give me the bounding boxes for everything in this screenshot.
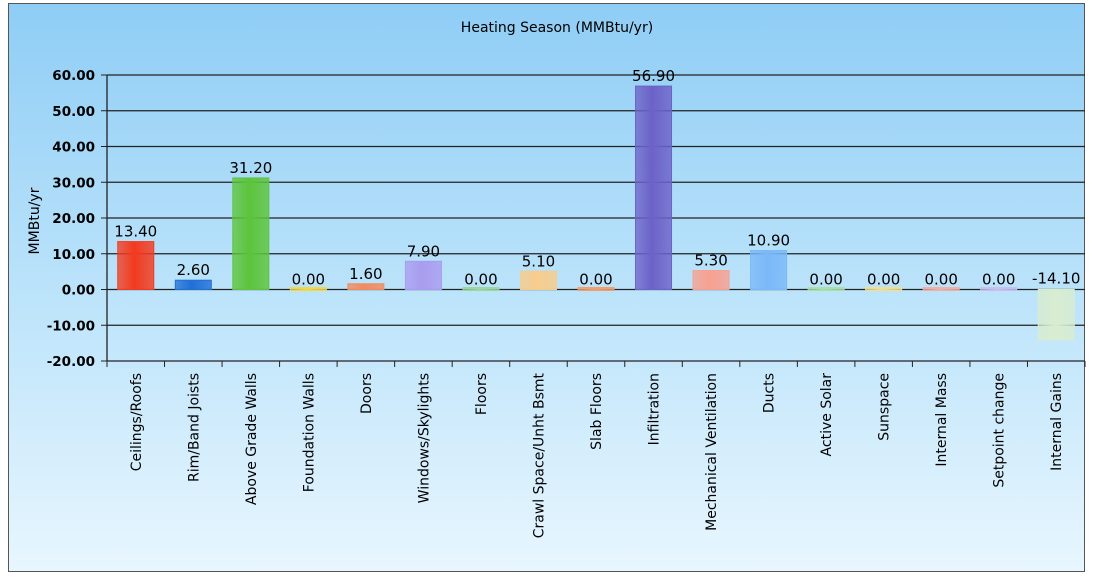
- y-tick-label: 50.00: [52, 104, 95, 120]
- x-tick-label: Ducts: [762, 373, 778, 413]
- bar-5: [404, 260, 442, 291]
- x-tick-label: Internal Mass: [934, 373, 950, 467]
- bar-8: [577, 287, 615, 291]
- data-labels: 13.40 2.60 31.20 0.00 1.60 7.90 0.00 5.10 0.00 56…: [114, 67, 1080, 288]
- axes: 60.00 50.00 40.00 30.00 20.00 10.00 0.00 -10.00…: [47, 68, 1086, 539]
- data-label: 0.00: [867, 271, 900, 289]
- bar-2: [232, 177, 270, 291]
- data-label: 0.00: [464, 271, 497, 289]
- data-label: 10.90: [747, 232, 790, 250]
- bar-14: [922, 287, 960, 291]
- bars: [117, 85, 1075, 341]
- y-tick-label: -10.00: [47, 318, 95, 334]
- x-tick-label: Infiltration: [647, 373, 663, 445]
- y-tick-label: 20.00: [52, 211, 95, 227]
- x-tick-label: Crawl Space/Unht Bsmt: [531, 373, 547, 539]
- x-tick-label: Slab Floors: [589, 373, 605, 450]
- x-tick-label: Active Solar: [819, 373, 835, 457]
- data-label: 0.00: [292, 271, 325, 289]
- y-tick-label: 40.00: [52, 140, 95, 156]
- x-tick-label: Foundation Walls: [301, 373, 317, 492]
- bar-10: [692, 270, 730, 290]
- x-tick-label: Ceilings/Roofs: [129, 373, 145, 471]
- bar-15: [980, 287, 1018, 291]
- data-label: 0.00: [924, 271, 957, 289]
- chart-frame: Heating Season (MMBtu/yr) MMBtu/yr 13.40…: [8, 3, 1086, 572]
- bar-12: [807, 287, 845, 291]
- data-label: 5.30: [694, 252, 727, 270]
- bar-chart: Heating Season (MMBtu/yr) MMBtu/yr 13.40…: [27, 20, 1086, 539]
- x-tick-label: Internal Gains: [1049, 373, 1065, 471]
- bar-11: [750, 250, 788, 290]
- y-tick-label: 60.00: [52, 68, 95, 84]
- y-tick-label: 10.00: [52, 247, 95, 263]
- y-tick-label: 0.00: [62, 283, 95, 299]
- x-tick-label: Rim/Band Joists: [186, 373, 202, 482]
- data-label: 1.60: [349, 265, 382, 283]
- y-tick-label: -20.00: [47, 354, 95, 370]
- chart-title: Heating Season (MMBtu/yr): [461, 20, 653, 36]
- y-axis-label: MMBtu/yr: [27, 187, 43, 254]
- x-tick-label: Mechanical Ventilation: [704, 373, 720, 531]
- y-tick-label: 30.00: [52, 175, 95, 191]
- data-label: 2.60: [177, 261, 210, 279]
- x-tick-label: Above Grade Walls: [244, 373, 260, 505]
- x-tick-label: Sunspace: [877, 373, 893, 441]
- bar-3: [289, 287, 327, 291]
- bar-9: [635, 85, 673, 290]
- x-tick-label: Doors: [359, 373, 375, 414]
- bar-16: [1037, 289, 1075, 341]
- bar-7: [519, 270, 557, 290]
- x-tick-label: Floors: [474, 373, 490, 415]
- data-label: 31.20: [229, 159, 272, 177]
- data-label: 56.90: [632, 67, 675, 85]
- gridlines: [107, 74, 1085, 362]
- x-tick-label: Windows/Skylights: [416, 373, 432, 503]
- bar-4: [347, 283, 385, 290]
- data-label: -14.10: [1032, 270, 1080, 288]
- bar-6: [462, 287, 500, 291]
- bar-1: [174, 279, 212, 290]
- data-label: 13.40: [114, 223, 157, 241]
- x-tick-label: Setpoint change: [992, 373, 1008, 488]
- data-label: 7.90: [407, 242, 440, 260]
- data-label: 0.00: [982, 271, 1015, 289]
- data-label: 0.00: [579, 271, 612, 289]
- data-label: 5.10: [522, 252, 555, 270]
- bar-13: [865, 287, 903, 291]
- data-label: 0.00: [809, 271, 842, 289]
- bar-0: [117, 241, 155, 290]
